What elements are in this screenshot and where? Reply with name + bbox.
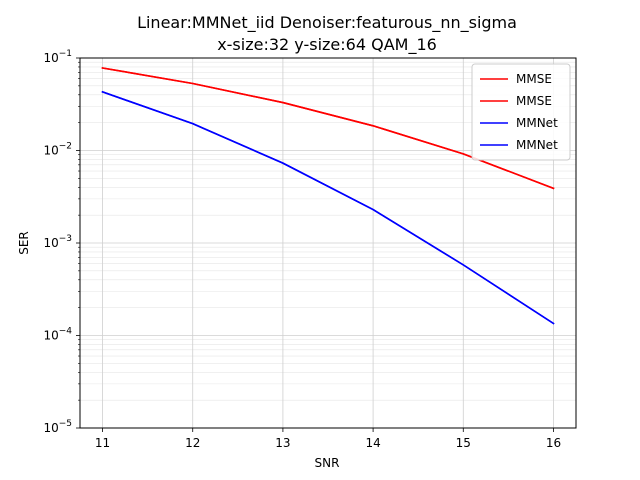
legend-label-mmse: MMSE bbox=[516, 94, 552, 108]
y-tick-label: 10−1 bbox=[43, 49, 72, 65]
chart-title-line-1: Linear:MMNet_iid Denoiser:featurous_nn_s… bbox=[137, 13, 517, 33]
legend-label-mmnet: MMNet bbox=[516, 116, 558, 130]
axis-ticks: 10−5 10−4 10−3 10−2 10−1 11 12 13 14 15 16 bbox=[43, 49, 561, 450]
x-tick-label: 14 bbox=[365, 436, 380, 450]
x-tick-label: 12 bbox=[185, 436, 200, 450]
x-axis-label: SNR bbox=[315, 456, 340, 470]
x-tick-label: 16 bbox=[546, 436, 561, 450]
x-tick-label: 11 bbox=[95, 436, 110, 450]
chart-title-line-2: x-size:32 y-size:64 QAM_16 bbox=[217, 35, 437, 55]
legend-box bbox=[471, 63, 571, 161]
y-tick-label: 10−2 bbox=[43, 142, 72, 158]
y-axis-label: SER bbox=[17, 231, 31, 255]
series-line-mmnet-4 bbox=[101, 90, 555, 325]
legend-label-mmnet: MMNet bbox=[516, 138, 558, 152]
legend: MMSE MMSE MMNet MMNet bbox=[471, 63, 571, 161]
y-tick-label: 10−5 bbox=[43, 419, 72, 435]
y-tick-label: 10−4 bbox=[43, 327, 72, 343]
legend-label-mmse: MMSE bbox=[516, 72, 552, 86]
y-tick-label: 10−3 bbox=[43, 234, 72, 250]
x-tick-label: 15 bbox=[456, 436, 471, 450]
x-tick-label: 13 bbox=[275, 436, 290, 450]
